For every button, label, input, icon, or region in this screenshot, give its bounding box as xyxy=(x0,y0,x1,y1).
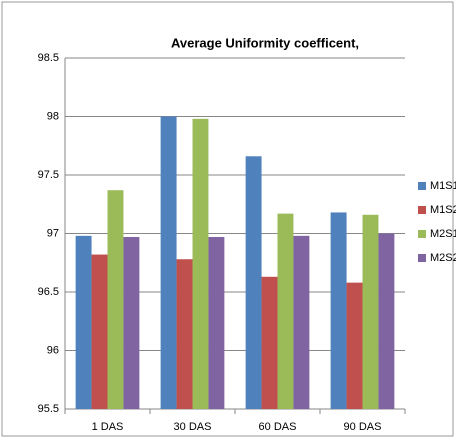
y-tick-label: 96 xyxy=(47,344,59,356)
x-tick-label: 60 DAS xyxy=(259,421,297,433)
bar xyxy=(330,212,347,409)
legend-swatch xyxy=(418,254,426,262)
bar xyxy=(208,237,225,409)
bar xyxy=(378,233,395,409)
bar xyxy=(261,276,278,409)
y-tick-label: 96.5 xyxy=(38,286,59,298)
y-tick-label: 98.5 xyxy=(38,52,59,64)
bar xyxy=(293,235,310,409)
bar xyxy=(362,214,379,409)
x-tick-label: 1 DAS xyxy=(92,421,124,433)
bar xyxy=(75,235,92,409)
legend-label: M2S1 xyxy=(430,228,456,240)
bar xyxy=(107,190,124,409)
y-tick-label: 98 xyxy=(47,110,59,122)
bar xyxy=(277,213,294,409)
legend-label: M1S1 xyxy=(430,180,456,192)
bar xyxy=(91,254,108,409)
legend-swatch xyxy=(418,230,426,238)
chart-title: Average Uniformity coefficent, xyxy=(171,35,359,50)
y-tick-label: 97 xyxy=(47,227,59,239)
legend-label: M2S2 xyxy=(430,252,456,264)
bar xyxy=(346,282,363,409)
legend-swatch xyxy=(418,182,426,190)
bar xyxy=(123,237,140,409)
y-tick-label: 95.5 xyxy=(38,403,59,415)
x-tick-label: 90 DAS xyxy=(344,421,382,433)
x-tick-label: 30 DAS xyxy=(174,421,212,433)
y-tick-label: 97.5 xyxy=(38,169,59,181)
legend-label: M1S2 xyxy=(430,204,456,216)
legend-swatch xyxy=(418,206,426,214)
bar xyxy=(192,118,209,409)
bar xyxy=(160,116,177,409)
bar xyxy=(245,156,262,409)
bar xyxy=(176,259,193,409)
